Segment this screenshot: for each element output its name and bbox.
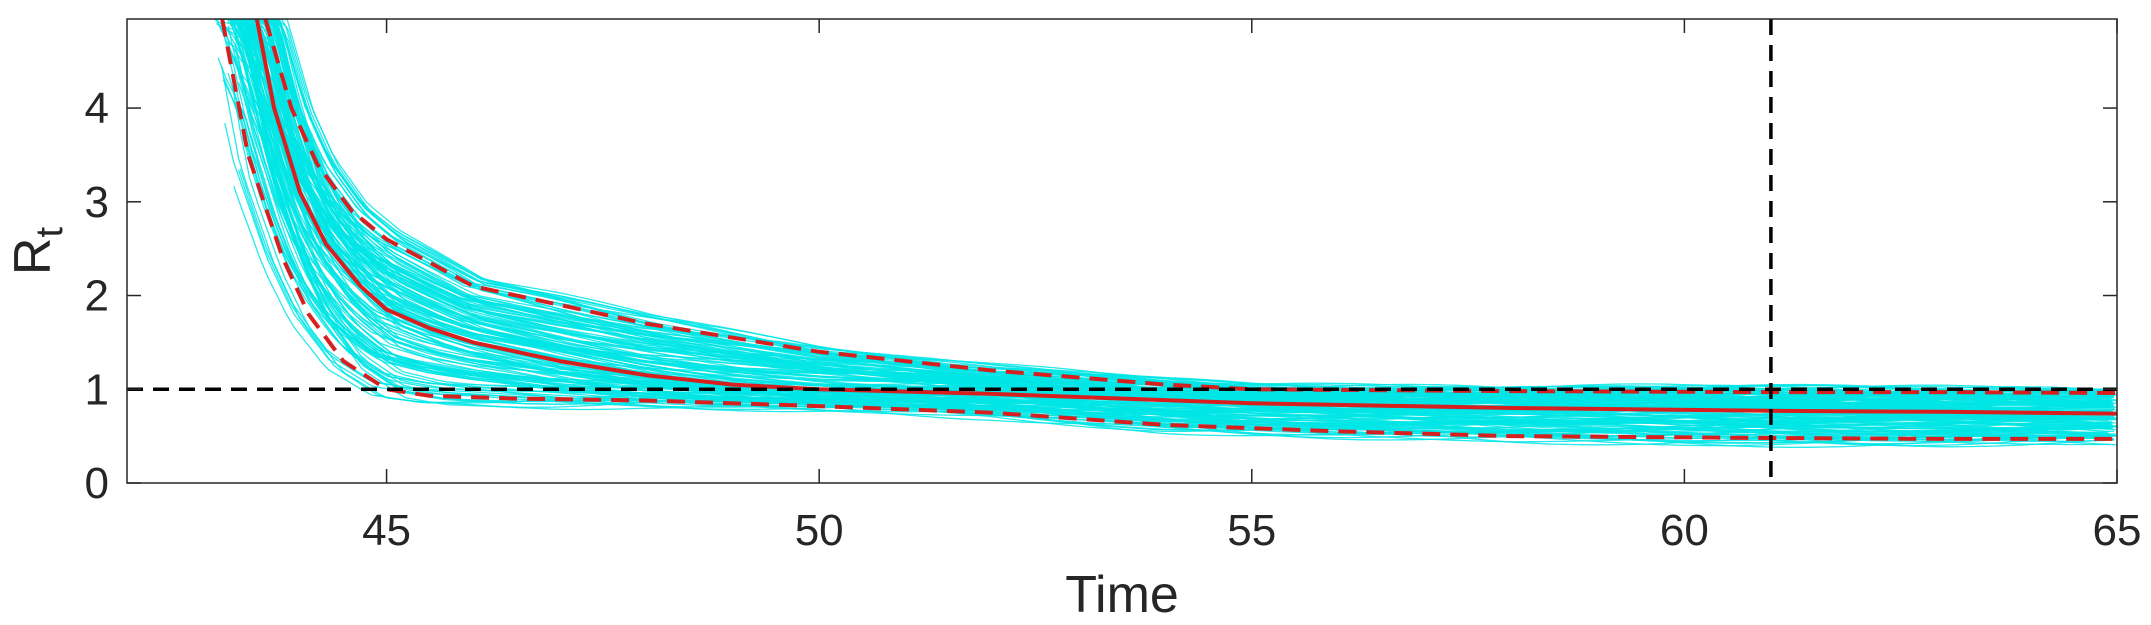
y-tick-label: 0	[85, 459, 109, 508]
sample-path	[230, 19, 2117, 416]
y-tick-label: 3	[85, 178, 109, 227]
reference-lines	[127, 19, 2117, 483]
sample-path	[245, 37, 2115, 420]
sample-path	[216, 19, 2112, 405]
sample-path	[240, 19, 2110, 406]
sample-path	[233, 36, 2112, 428]
sample-path	[222, 19, 2109, 407]
x-tick-label: 45	[362, 506, 411, 555]
y-tick-label: 4	[85, 84, 109, 133]
sample-path	[215, 19, 2111, 444]
y-tick-label: 2	[85, 272, 109, 321]
sample-path	[239, 22, 2109, 405]
sample-paths	[213, 19, 2117, 448]
sample-path	[219, 19, 2115, 401]
sample-path	[216, 19, 2112, 416]
sample-path	[240, 19, 2110, 447]
x-axis-label: Time	[1065, 566, 1179, 624]
y-axis-label-main: R	[4, 238, 62, 276]
sample-path	[242, 135, 2112, 433]
sample-path	[221, 19, 2117, 423]
series-median	[254, 19, 2117, 416]
axes-box	[126, 18, 2118, 484]
axis-ticks: 45 50 55 60 65 0 1 2 3 4	[85, 19, 2142, 555]
x-tick-label: 65	[2093, 506, 2142, 555]
series-upper-bound	[263, 19, 2117, 395]
x-tick-label: 50	[795, 506, 844, 555]
sample-path	[233, 186, 2112, 448]
sample-path	[232, 19, 2110, 403]
sample-path	[227, 72, 2115, 435]
x-tick-label: 55	[1227, 506, 1276, 555]
sample-path	[236, 39, 2115, 435]
sample-path	[226, 36, 2114, 440]
y-tick-label: 1	[85, 365, 109, 414]
sample-path	[222, 19, 2109, 418]
sample-path	[226, 19, 2113, 403]
sample-path	[221, 19, 2116, 437]
sample-path	[235, 19, 2113, 420]
sample-path	[217, 57, 2113, 429]
series-lines	[220, 19, 2117, 441]
sample-path	[213, 19, 2110, 423]
x-tick-label: 60	[1660, 506, 1709, 555]
sample-path	[234, 19, 2112, 405]
sample-path	[222, 19, 2110, 415]
sample-path	[233, 24, 2112, 425]
series-lower-bound	[220, 19, 2117, 441]
y-axis-label: Rt	[4, 227, 71, 276]
sample-path	[218, 19, 2114, 398]
sample-path	[247, 50, 2117, 430]
y-axis-label-subscript: t	[29, 227, 71, 238]
sample-path	[227, 19, 2114, 423]
sample-path	[243, 29, 2114, 406]
